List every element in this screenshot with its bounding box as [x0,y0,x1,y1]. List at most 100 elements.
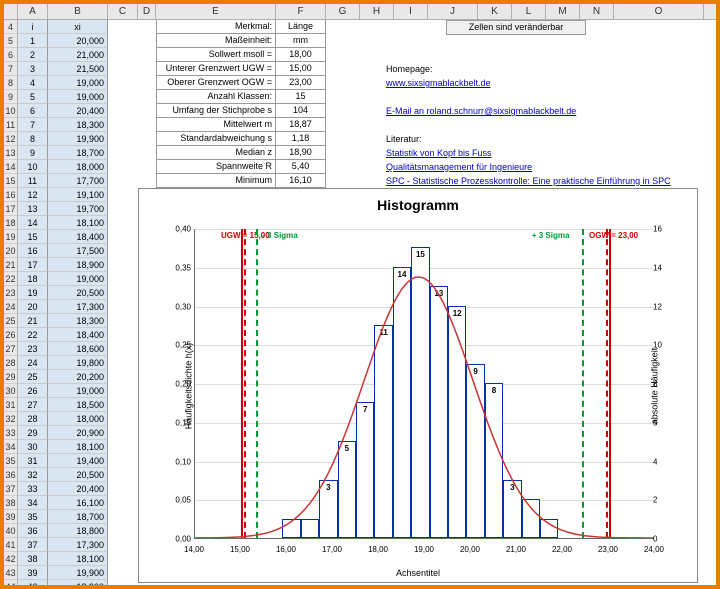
col-B[interactable]: B [48,4,108,19]
row-num[interactable]: 44 [4,580,18,589]
cell-value[interactable]: 18,400 [48,230,108,244]
row-num[interactable]: 35 [4,454,18,468]
cell-value[interactable]: 18,600 [48,342,108,356]
cell-index[interactable]: 34 [18,496,48,510]
cell-index[interactable]: 16 [18,244,48,258]
row-num[interactable]: 15 [4,174,18,188]
cell-value[interactable]: 18,000 [48,160,108,174]
row-num[interactable]: 33 [4,426,18,440]
row-num[interactable]: 24 [4,300,18,314]
cell-index[interactable]: 19 [18,286,48,300]
cell-value[interactable]: 20,500 [48,286,108,300]
col-N[interactable]: N [580,4,614,19]
cell-index[interactable]: 38 [18,552,48,566]
row-num[interactable]: 4 [4,20,18,34]
cell-value[interactable]: 20,400 [48,482,108,496]
cell-value[interactable]: 21,500 [48,62,108,76]
row-num[interactable]: 13 [4,146,18,160]
row-num[interactable]: 23 [4,286,18,300]
cell-value[interactable]: 16,100 [48,496,108,510]
cell-value[interactable]: 20,200 [48,370,108,384]
cell-index[interactable]: 21 [18,314,48,328]
row-num[interactable]: 30 [4,384,18,398]
row-num[interactable]: 41 [4,538,18,552]
cell-index[interactable]: 27 [18,398,48,412]
col-F[interactable]: F [276,4,326,19]
cell-value[interactable]: 18,400 [48,328,108,342]
cell-value[interactable]: 18,500 [48,398,108,412]
stat-value[interactable]: 1,18 [276,132,326,146]
cell-index[interactable]: 35 [18,510,48,524]
cell-value[interactable]: 19,000 [48,90,108,104]
cell-index[interactable]: 36 [18,524,48,538]
row-num[interactable]: 25 [4,314,18,328]
cell-index[interactable]: 8 [18,132,48,146]
row-num[interactable]: 19 [4,230,18,244]
row-num[interactable]: 38 [4,496,18,510]
cell-value[interactable]: 18,800 [48,524,108,538]
row-num[interactable]: 43 [4,566,18,580]
col-L[interactable]: L [512,4,546,19]
row-num[interactable]: 10 [4,104,18,118]
cell-value[interactable]: 17,500 [48,244,108,258]
cell-index[interactable]: 9 [18,146,48,160]
cell-value[interactable]: 19,900 [48,132,108,146]
cell-value[interactable]: 18,300 [48,118,108,132]
row-num[interactable]: 29 [4,370,18,384]
cell-value[interactable]: 19,900 [48,566,108,580]
cell-index[interactable]: 5 [18,90,48,104]
col-K[interactable]: K [478,4,512,19]
cell-value[interactable]: 18,900 [48,258,108,272]
row-num[interactable]: 8 [4,76,18,90]
stat-value[interactable]: Länge [276,20,326,34]
row-num[interactable]: 6 [4,48,18,62]
cell-value[interactable]: 19,700 [48,202,108,216]
cell-value[interactable]: 19,100 [48,188,108,202]
cell-value[interactable]: 18,000 [48,412,108,426]
cell-value[interactable]: 17,300 [48,538,108,552]
cell-index[interactable]: 20 [18,300,48,314]
row-num[interactable]: 14 [4,160,18,174]
cell-index[interactable]: 39 [18,566,48,580]
cell-value[interactable]: 20,000 [48,34,108,48]
cell-index[interactable]: 3 [18,62,48,76]
cell-value[interactable]: 20,900 [48,426,108,440]
col-E[interactable]: E [156,4,276,19]
cell-index[interactable]: 31 [18,454,48,468]
row-num[interactable]: 12 [4,132,18,146]
row-num[interactable]: 26 [4,328,18,342]
row-num[interactable]: 9 [4,90,18,104]
cell-index[interactable]: 28 [18,412,48,426]
row-num[interactable]: 39 [4,510,18,524]
lit-link-3[interactable]: SPC - Statistische Prozesskontrolle: Ein… [386,176,671,186]
cell-index[interactable]: 33 [18,482,48,496]
stat-value[interactable]: 16,10 [276,174,326,188]
row-num[interactable]: 18 [4,216,18,230]
cell-index[interactable]: 29 [18,426,48,440]
cell-index[interactable]: 13 [18,202,48,216]
cell-value[interactable]: 19,000 [48,272,108,286]
cell-index[interactable]: 26 [18,384,48,398]
col-J[interactable]: J [428,4,478,19]
col-header-i[interactable]: i [18,20,48,34]
cell-value[interactable]: 20,400 [48,104,108,118]
col-I[interactable]: I [394,4,428,19]
cell-index[interactable]: 30 [18,440,48,454]
cell-index[interactable]: 25 [18,370,48,384]
cell-value[interactable]: 19,400 [48,454,108,468]
col-header-xi[interactable]: xi [48,20,108,34]
row-num[interactable]: 36 [4,468,18,482]
row-num[interactable]: 22 [4,272,18,286]
cell-index[interactable]: 12 [18,188,48,202]
col-C[interactable]: C [108,4,138,19]
cell-value[interactable]: 18,100 [48,552,108,566]
cell-value[interactable]: 21,000 [48,48,108,62]
cell-index[interactable]: 2 [18,48,48,62]
col-H[interactable]: H [360,4,394,19]
cell-index[interactable]: 15 [18,230,48,244]
cell-index[interactable]: 4 [18,76,48,90]
cell-index[interactable]: 10 [18,160,48,174]
cell-value[interactable]: 19,000 [48,76,108,90]
row-num[interactable]: 27 [4,342,18,356]
email-link[interactable]: E-Mail an roland.schnurr@sixsigmablackbe… [386,106,576,116]
